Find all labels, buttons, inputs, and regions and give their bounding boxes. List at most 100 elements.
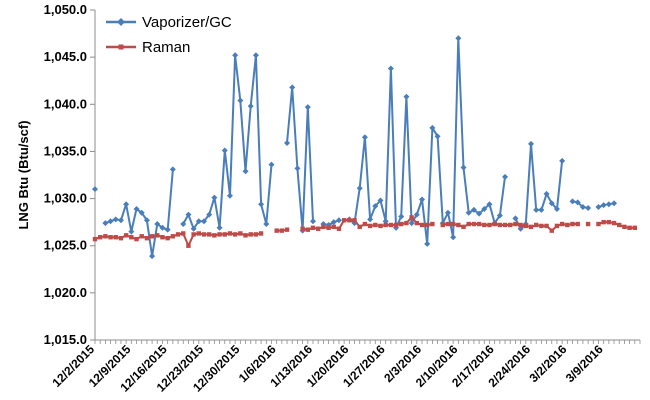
data-point [347,218,352,223]
y-tick-label: 1,035.0 [44,143,87,158]
data-point [632,225,638,230]
data-point [268,161,275,168]
data-point [212,233,217,238]
data-point [382,218,389,225]
data-point [513,221,518,227]
data-point [175,232,181,237]
data-point [123,201,130,208]
data-point [444,209,451,216]
data-point [569,198,576,205]
data-point [102,220,109,227]
data-point [408,220,415,227]
data-point [496,212,503,219]
data-point [133,205,140,212]
data-point [97,235,103,240]
data-point [129,235,134,240]
data-point [232,52,239,59]
data-point [248,232,253,237]
data-point [471,221,477,227]
data-point [243,233,248,238]
data-point [549,228,554,233]
data-point [108,235,113,240]
data-point [191,232,196,237]
data-point [159,224,166,231]
data-point [575,221,580,227]
series-raman [92,215,638,248]
data-point [181,231,186,236]
data-point [570,221,575,227]
data-point [487,222,492,228]
data-point [482,222,487,228]
data-point [180,221,187,228]
legend: Vaporizer/GC Raman [106,14,232,56]
data-point [445,221,451,227]
y-tick-label: 1,045.0 [44,49,87,64]
series-line [182,54,273,230]
data-point [595,204,602,211]
data-point [164,226,171,233]
data-point [533,222,539,228]
data-point [497,222,503,228]
data-point [512,215,519,222]
data-point [237,97,244,104]
data-point [305,227,311,232]
data-point [112,216,119,223]
data-point [538,206,545,213]
data-point [149,234,155,239]
data-point [107,218,114,225]
data-point [424,222,430,228]
data-point [518,222,523,228]
data-point [502,173,509,180]
data-point [455,35,462,42]
data-point [404,220,409,226]
data-point [372,203,379,210]
data-point [242,168,249,175]
data-point [335,217,342,224]
data-point [92,186,98,193]
legend-item-vaporizer-gc: Vaporizer/GC [106,14,232,31]
data-point [554,223,560,229]
series-layer [92,35,638,260]
x-axis-ticks: 12/2/201512/9/201512/16/201512/23/201512… [49,340,641,395]
data-point [434,133,441,140]
series-line [286,86,314,232]
data-point [206,232,212,237]
data-point [492,221,497,227]
data-point [470,206,477,213]
data-point [461,224,466,230]
data-point [517,225,524,232]
data-point [238,231,243,236]
x-tick-label: 3/9/2016 [563,342,606,385]
data-point [201,232,207,237]
data-point [217,232,222,237]
data-point [419,196,425,203]
data-point [258,201,265,208]
data-point [622,224,627,230]
data-point [138,209,145,216]
data-point [253,232,259,237]
data-point [450,221,456,227]
data-point [440,222,445,228]
data-point [326,225,331,230]
data-point [413,211,420,218]
data-point [393,222,399,228]
data-point [476,221,482,227]
data-point [502,222,508,228]
data-point [118,235,124,241]
data-point [304,104,311,111]
data-point [185,211,192,218]
data-point [559,157,566,164]
data-point [399,221,404,227]
data-point [169,166,176,173]
data-point [190,225,197,232]
data-point [294,165,301,172]
data-point [341,218,347,223]
data-point [627,225,632,230]
data-point [170,234,176,239]
legend-marker-vaporizer-gc [117,18,125,26]
data-point [227,231,233,236]
series-line [514,142,564,230]
data-point [134,236,139,242]
data-point [155,233,160,238]
data-point [186,243,191,248]
